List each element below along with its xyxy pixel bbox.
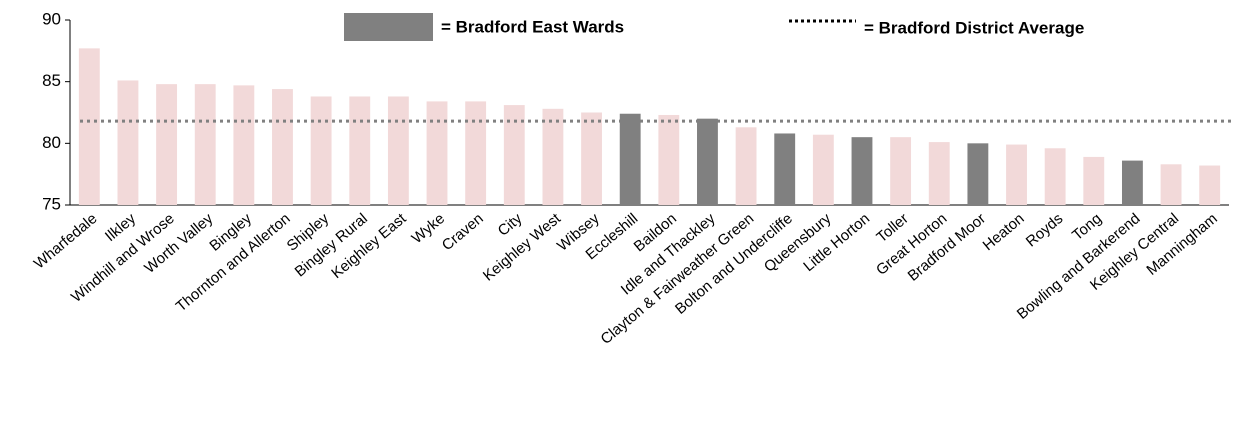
bar bbox=[890, 137, 912, 205]
bar bbox=[658, 114, 680, 205]
x-tick-label: Wharfedale bbox=[31, 210, 101, 272]
bar bbox=[194, 84, 216, 205]
legend-swatch bbox=[344, 13, 433, 41]
legend-label: = Bradford East Wards bbox=[441, 17, 624, 36]
bar bbox=[812, 134, 834, 205]
bar bbox=[465, 101, 487, 205]
bar bbox=[310, 96, 332, 205]
bar bbox=[697, 118, 718, 205]
bar bbox=[1006, 144, 1027, 205]
bar bbox=[774, 133, 796, 205]
y-tick-label: 85 bbox=[42, 71, 61, 90]
bar bbox=[619, 113, 641, 205]
bar bbox=[1044, 148, 1066, 205]
bar bbox=[1121, 160, 1143, 205]
legend-label: = Bradford District Average bbox=[864, 18, 1084, 37]
bar bbox=[387, 96, 409, 205]
x-tick-label: Royds bbox=[1023, 210, 1067, 250]
bar bbox=[503, 105, 525, 205]
x-tick-label: Heaton bbox=[980, 210, 1028, 254]
x-tick-label: Craven bbox=[439, 210, 487, 254]
bar bbox=[272, 89, 293, 205]
bar bbox=[1160, 164, 1182, 205]
bar bbox=[233, 85, 255, 205]
y-tick-label: 75 bbox=[42, 194, 61, 213]
bar bbox=[426, 101, 448, 205]
y-tick-label: 80 bbox=[42, 133, 61, 152]
bar bbox=[156, 84, 178, 205]
x-tick-label: City bbox=[495, 210, 526, 240]
bar bbox=[735, 127, 757, 205]
bar bbox=[542, 108, 564, 205]
bar bbox=[349, 96, 371, 205]
bar bbox=[1199, 165, 1221, 205]
bar bbox=[851, 137, 873, 205]
bar bbox=[78, 48, 100, 205]
bar bbox=[1083, 156, 1105, 205]
y-tick-label: 90 bbox=[42, 9, 61, 28]
bar bbox=[581, 112, 602, 205]
bar bbox=[967, 143, 989, 205]
bar bbox=[928, 142, 950, 205]
bar bbox=[117, 80, 139, 205]
